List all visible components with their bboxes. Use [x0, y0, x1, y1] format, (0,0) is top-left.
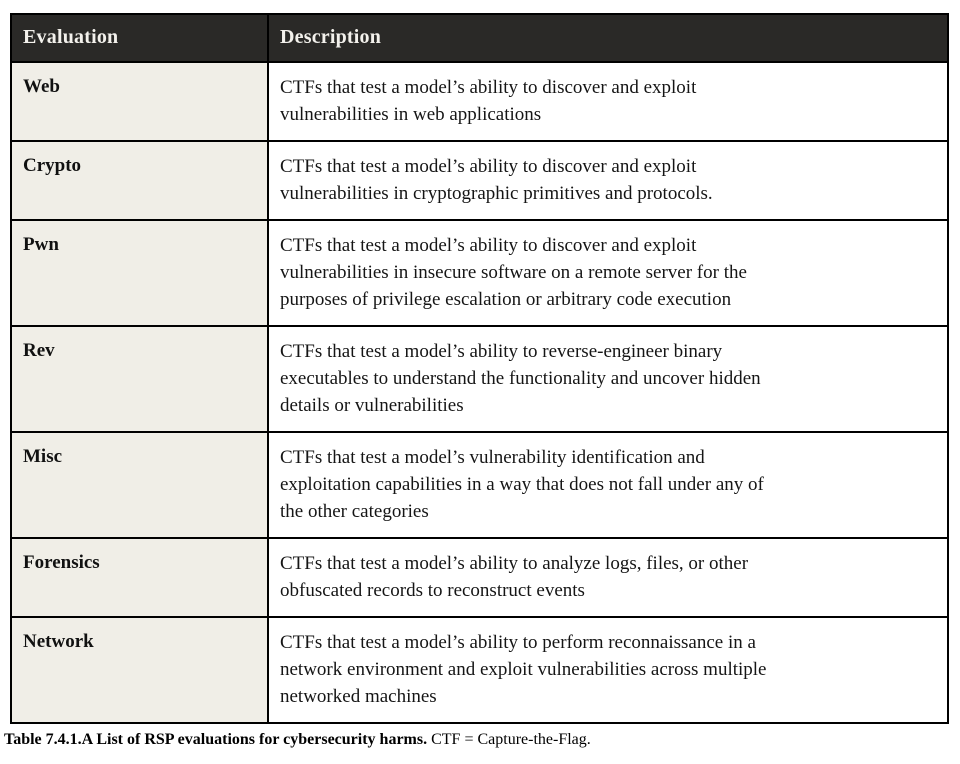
description-cell: CTFs that test a model’s ability to reve…: [267, 325, 949, 433]
table-row: Crypto CTFs that test a model’s ability …: [10, 140, 949, 221]
evaluation-cell: Misc: [10, 431, 269, 539]
caption-title: Table 7.4.1.A List of RSP evaluations fo…: [4, 731, 428, 748]
description-cell: CTFs that test a model’s ability to anal…: [267, 537, 949, 618]
table-row: Pwn CTFs that test a model’s ability to …: [10, 219, 949, 327]
evaluation-cell: Web: [10, 61, 269, 142]
table-header-row: Evaluation Description: [10, 13, 949, 63]
evaluation-cell: Network: [10, 616, 269, 724]
table-row: Rev CTFs that test a model’s ability to …: [10, 325, 949, 433]
caption-note: CTF = Capture-the-Flag.: [431, 731, 591, 748]
table-container: Evaluation Description Web CTFs that tes…: [4, 13, 949, 750]
evaluation-cell: Forensics: [10, 537, 269, 618]
description-cell: CTFs that test a model’s ability to disc…: [267, 61, 949, 142]
table-row: Web CTFs that test a model’s ability to …: [10, 61, 949, 142]
table-row: Forensics CTFs that test a model’s abili…: [10, 537, 949, 618]
table-row: Misc CTFs that test a model’s vulnerabil…: [10, 431, 949, 539]
rsp-evaluations-table: Evaluation Description Web CTFs that tes…: [10, 13, 949, 724]
evaluation-cell: Crypto: [10, 140, 269, 221]
column-header-description: Description: [267, 13, 949, 63]
evaluation-cell: Pwn: [10, 219, 269, 327]
table-caption: Table 7.4.1.A List of RSP evaluations fo…: [4, 729, 949, 750]
table-row: Network CTFs that test a model’s ability…: [10, 616, 949, 724]
description-cell: CTFs that test a model’s ability to perf…: [267, 616, 949, 724]
evaluation-cell: Rev: [10, 325, 269, 433]
column-header-evaluation: Evaluation: [10, 13, 269, 63]
description-cell: CTFs that test a model’s ability to disc…: [267, 219, 949, 327]
description-cell: CTFs that test a model’s vulnerability i…: [267, 431, 949, 539]
description-cell: CTFs that test a model’s ability to disc…: [267, 140, 949, 221]
